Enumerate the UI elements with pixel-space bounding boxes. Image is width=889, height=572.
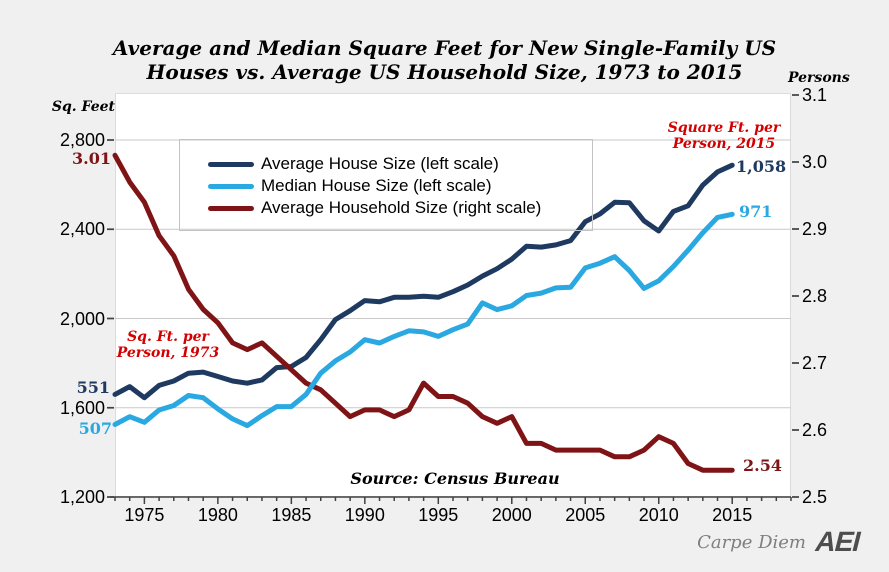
source-note: Source: Census Bureau [350, 469, 560, 488]
avg-sqft-per-person-1973-value: 551 [76, 378, 110, 397]
median-sqft-per-person-2015-value: 971 [739, 202, 773, 221]
chart-title: Average and Median Square Feet for New S… [0, 36, 889, 84]
legend-label-average-household-size: Average Household Size (right scale) [261, 198, 542, 217]
left-axis-title: Sq. Feet [51, 99, 115, 115]
plot-area [115, 93, 791, 497]
callout-2015-line1: Square Ft. per [667, 120, 781, 136]
legend-item-average-house-size: Average House Size (left scale) [208, 153, 592, 175]
aei-logo: AEI [812, 526, 864, 557]
average-household-size-line-swatch [208, 205, 254, 211]
median-sqft-per-person-1973-value: 507 [78, 419, 112, 438]
average-house-size-line-swatch [208, 161, 254, 167]
legend-item-median-house-size: Median House Size (left scale) [208, 175, 592, 197]
right-axis-title: Persons [788, 70, 850, 86]
carpe-diem-credit: Carpe Diem [697, 532, 806, 553]
series-line-2 [112, 152, 735, 473]
household-size-2015-value: 2.54 [743, 456, 782, 475]
chart-legend: Average House Size (left scale) Median H… [179, 139, 593, 231]
chart-title-line2: Houses vs. Average US Household Size, 19… [146, 60, 743, 84]
legend-label-average-house-size: Average House Size (left scale) [261, 154, 499, 173]
household-size-1973-value: 3.01 [72, 149, 111, 168]
callout-1973-line2: Person, 1973 [116, 345, 220, 361]
series-line-1 [112, 211, 735, 429]
chart-title-line1: Average and Median Square Feet for New S… [112, 36, 777, 60]
legend-item-average-household-size: Average Household Size (right scale) [208, 197, 592, 219]
callout-2015-line2: Person, 2015 [672, 136, 776, 152]
series-line-0 [112, 162, 735, 401]
sqft-per-person-1973-callout: Sq. Ft. per Person, 1973 [93, 329, 243, 361]
legend-label-median-house-size: Median House Size (left scale) [261, 176, 492, 195]
avg-sqft-per-person-2015-value: 1,058 [736, 157, 787, 176]
median-house-size-line-swatch [208, 183, 254, 189]
callout-1973-line1: Sq. Ft. per [127, 329, 209, 345]
sqft-per-person-2015-callout: Square Ft. per Person, 2015 [649, 120, 799, 152]
